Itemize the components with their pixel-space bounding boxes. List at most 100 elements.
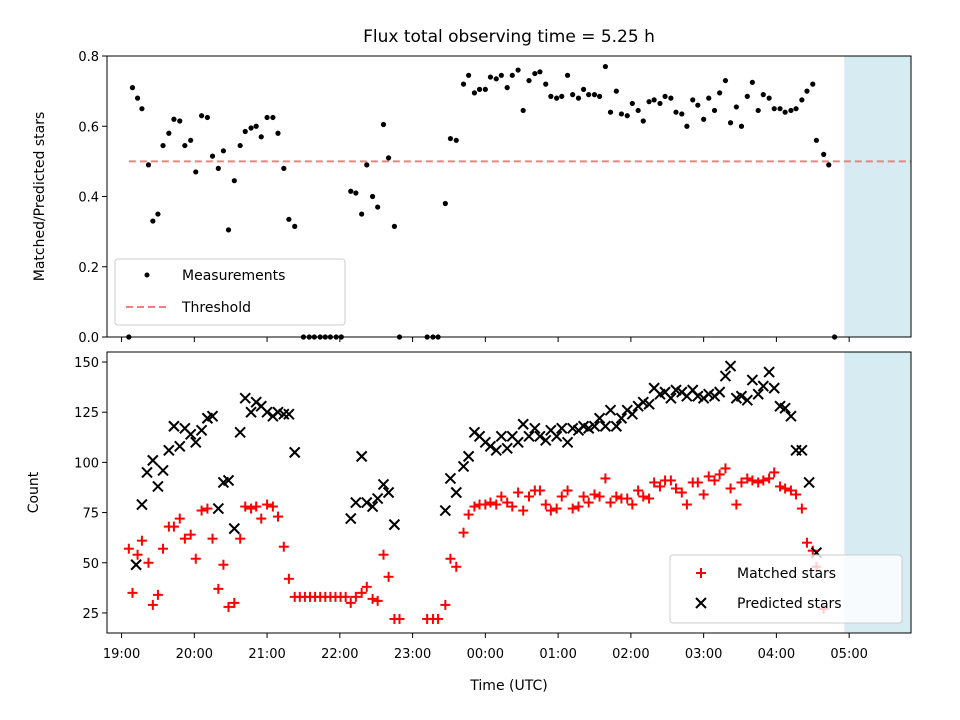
measurement-point	[447, 135, 454, 142]
measurement-point	[264, 114, 270, 121]
measurement-point	[471, 90, 478, 96]
measurement-point	[804, 88, 810, 94]
predicted-star-point	[345, 512, 357, 525]
measurement-point	[575, 95, 582, 101]
matched-star-point	[703, 471, 714, 482]
predicted-star-point	[147, 454, 159, 467]
measurement-point	[139, 106, 145, 112]
matched-star-point	[578, 491, 589, 502]
x-tick-label: 03:00	[685, 647, 722, 662]
matched-star-point	[633, 485, 644, 496]
matched-star-point	[207, 533, 218, 544]
measurement-point	[353, 190, 359, 196]
predicted-star-points	[130, 360, 823, 571]
measurement-point	[198, 113, 205, 119]
measurement-point	[810, 81, 816, 87]
matched-star-point	[202, 503, 213, 514]
measurement-point	[777, 106, 783, 112]
predicted-star-point	[484, 440, 497, 453]
measurement-point	[385, 155, 392, 161]
matched-star-point	[644, 493, 655, 504]
y-tick-label: 0.2	[78, 261, 99, 276]
predicted-star-point	[457, 460, 470, 473]
measurement-point	[564, 72, 571, 78]
ratio-axes-frame	[106, 55, 912, 338]
predicted-star-point	[713, 386, 726, 398]
predicted-star-point	[234, 426, 246, 438]
measurement-point	[460, 81, 467, 87]
legend-x-mark	[695, 597, 707, 609]
matched-star-point	[491, 499, 502, 510]
matched-star-point	[383, 571, 394, 582]
x-axis-label: Time (UTC)	[469, 678, 547, 694]
measurement-point	[580, 86, 587, 92]
measurement-point	[129, 85, 136, 91]
measurement-point	[690, 97, 696, 103]
predicted-star-point	[529, 422, 541, 434]
y-tick-label: 125	[74, 406, 99, 421]
matched-star-point	[496, 491, 507, 502]
predicted-star-point	[517, 418, 529, 430]
measurement-point	[209, 153, 216, 159]
measurement-point	[275, 130, 281, 136]
ratio-y-axis-label: Matched/Predicted stars	[32, 112, 48, 282]
matched-star-point	[340, 591, 351, 602]
matched-star-point	[807, 545, 818, 556]
predicted-star-point	[450, 486, 462, 499]
predicted-star-point	[361, 496, 373, 509]
count-y-axis-label: Count	[26, 471, 42, 513]
measurement-point	[821, 151, 827, 157]
matched-star-point	[709, 475, 720, 486]
measurement-point	[171, 116, 177, 122]
measurement-point	[248, 125, 254, 131]
matched-star-point	[196, 505, 207, 516]
measurement-point	[359, 211, 365, 217]
predicted-star-point	[136, 498, 148, 511]
measurement-point	[651, 97, 657, 103]
matched-star-point	[742, 473, 753, 484]
matched-star-point	[764, 473, 775, 484]
predicted-star-point	[665, 392, 677, 404]
predicted-star-point	[350, 496, 362, 509]
measurement-point	[554, 95, 560, 101]
measurement-point	[476, 86, 483, 92]
matched-star-point	[458, 527, 469, 538]
predicted-star-point	[561, 436, 574, 449]
count-y-ticks: 25 50 75 100 125 150	[74, 356, 107, 622]
legend-matched-label: Matched stars	[737, 566, 836, 582]
x-tick-label: 05:00	[830, 647, 867, 662]
matched-star-point	[731, 499, 742, 510]
measurement-point	[193, 169, 199, 175]
predicted-star-point	[556, 422, 568, 434]
matched-star-point	[573, 501, 584, 512]
predicted-star-point	[212, 502, 225, 515]
measurement-point	[826, 162, 832, 168]
predicted-star-point	[184, 428, 197, 440]
measurement-point	[695, 102, 701, 108]
predicted-star-point	[593, 412, 606, 424]
predicted-star-point	[141, 466, 153, 479]
measurement-point	[548, 93, 554, 99]
matched-star-point	[283, 573, 294, 584]
predicted-star-point	[735, 390, 748, 402]
measurement-point	[618, 111, 625, 117]
matched-star-point	[676, 487, 687, 498]
measurement-point	[504, 85, 510, 91]
predicted-star-point	[190, 436, 202, 449]
measurement-point	[662, 93, 668, 99]
measurement-point	[701, 116, 707, 122]
measurement-point	[543, 81, 549, 87]
x-tick-label: 02:00	[612, 647, 649, 662]
predicted-star-point	[752, 388, 764, 400]
matched-star-point	[394, 613, 405, 624]
matched-star-point	[775, 481, 786, 492]
matched-star-point	[545, 505, 556, 516]
y-tick-label: 0.0	[78, 331, 99, 346]
matched-star-point	[235, 533, 246, 544]
matched-star-point	[622, 493, 633, 504]
matched-star-point	[720, 463, 731, 474]
predicted-star-point	[382, 486, 395, 499]
measurement-point	[509, 72, 515, 78]
legend-measurements-marker	[144, 272, 150, 278]
